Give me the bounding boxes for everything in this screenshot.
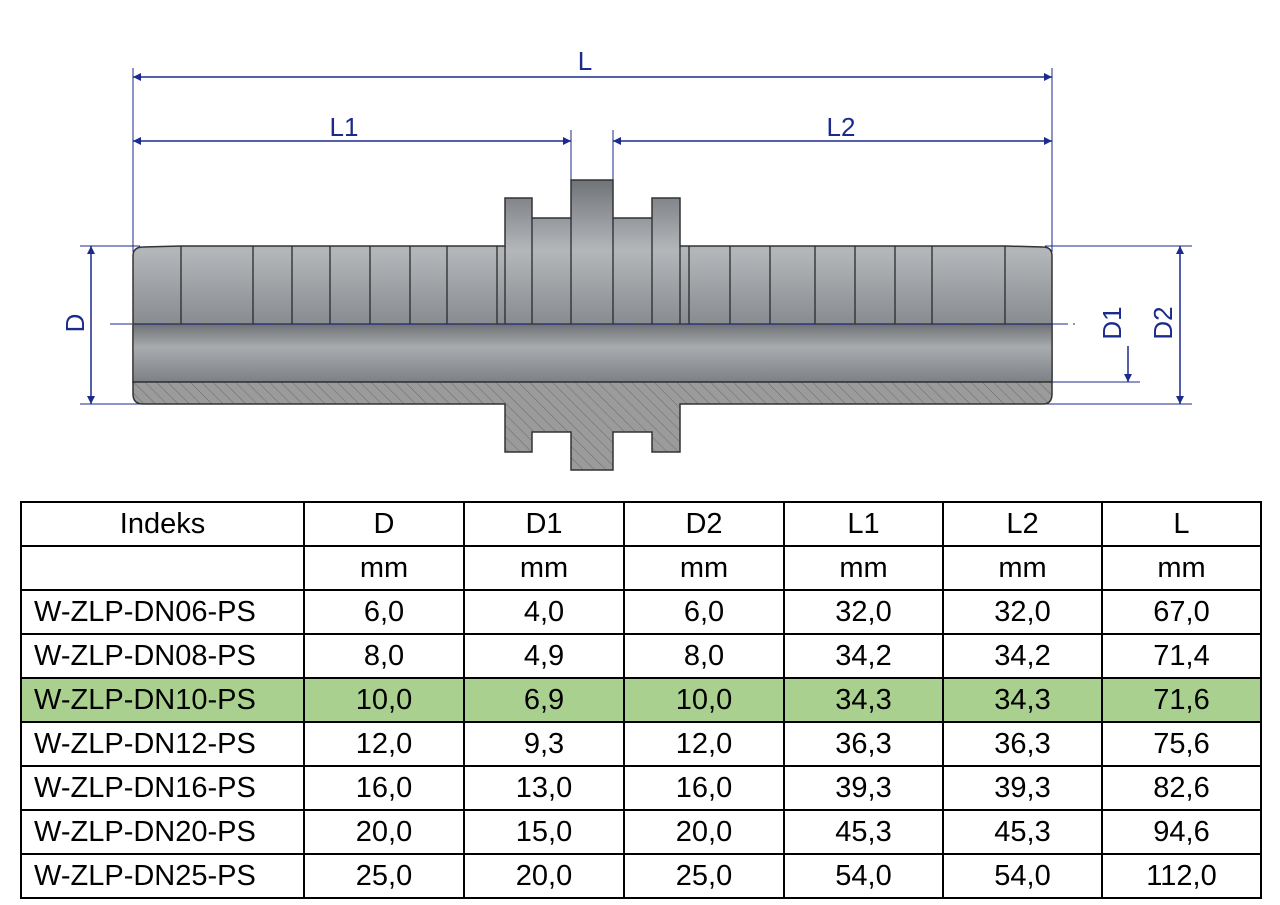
- table-header-row: Indeks D D1 D2 L1 L2 L: [20, 501, 1262, 547]
- dim-label-L: L: [578, 46, 592, 76]
- value-cell: 16,0: [303, 765, 465, 811]
- value-cell: 32,0: [942, 589, 1103, 635]
- header-cell: L1: [783, 501, 944, 547]
- dim-label-D: D: [60, 314, 90, 333]
- index-cell: W-ZLP-DN10-PS: [20, 677, 305, 723]
- value-cell: 67,0: [1101, 589, 1262, 635]
- dim-label-L1: L1: [330, 112, 359, 142]
- value-cell: 71,6: [1101, 677, 1262, 723]
- value-cell: 34,3: [942, 677, 1103, 723]
- header-cell: D1: [463, 501, 625, 547]
- dim-label-L2: L2: [827, 112, 856, 142]
- value-cell: 34,3: [783, 677, 944, 723]
- value-cell: 54,0: [942, 853, 1103, 899]
- value-cell: 20,0: [623, 809, 785, 855]
- value-cell: 8,0: [303, 633, 465, 679]
- table-row: W-ZLP-DN20-PS 20,0 15,0 20,0 45,3 45,3 9…: [20, 809, 1262, 855]
- table-row: W-ZLP-DN08-PS 8,0 4,9 8,0 34,2 34,2 71,4: [20, 633, 1262, 679]
- value-cell: 54,0: [783, 853, 944, 899]
- value-cell: 8,0: [623, 633, 785, 679]
- unit-cell: mm: [623, 545, 785, 591]
- value-cell: 112,0: [1101, 853, 1262, 899]
- table-row: W-ZLP-DN06-PS 6,0 4,0 6,0 32,0 32,0 67,0: [20, 589, 1262, 635]
- value-cell: 20,0: [463, 853, 625, 899]
- header-cell: L: [1101, 501, 1262, 547]
- table-row: W-ZLP-DN25-PS 25,0 20,0 25,0 54,0 54,0 1…: [20, 853, 1262, 899]
- spec-table: Indeks D D1 D2 L1 L2 L mm mm mm mm mm mm…: [20, 501, 1262, 899]
- value-cell: 6,9: [463, 677, 625, 723]
- unit-cell: mm: [463, 545, 625, 591]
- value-cell: 12,0: [303, 721, 465, 767]
- dim-label-D2: D2: [1148, 306, 1178, 339]
- header-cell: D: [303, 501, 465, 547]
- index-cell: W-ZLP-DN16-PS: [20, 765, 305, 811]
- unit-cell: mm: [942, 545, 1103, 591]
- header-cell: D2: [623, 501, 785, 547]
- value-cell: 4,0: [463, 589, 625, 635]
- value-cell: 12,0: [623, 721, 785, 767]
- header-cell: Indeks: [20, 501, 305, 547]
- index-cell: W-ZLP-DN20-PS: [20, 809, 305, 855]
- extension-lines: [80, 68, 1192, 405]
- value-cell: 9,3: [463, 721, 625, 767]
- index-cell: W-ZLP-DN06-PS: [20, 589, 305, 635]
- value-cell: 34,2: [783, 633, 944, 679]
- value-cell: 25,0: [303, 853, 465, 899]
- value-cell: 94,6: [1101, 809, 1262, 855]
- index-cell: W-ZLP-DN12-PS: [20, 721, 305, 767]
- dim-label-D1: D1: [1097, 306, 1127, 339]
- index-cell: W-ZLP-DN08-PS: [20, 633, 305, 679]
- table-row-highlighted: W-ZLP-DN10-PS 10,0 6,9 10,0 34,3 34,3 71…: [20, 677, 1262, 723]
- value-cell: 39,3: [783, 765, 944, 811]
- table-row: W-ZLP-DN16-PS 16,0 13,0 16,0 39,3 39,3 8…: [20, 765, 1262, 811]
- value-cell: 16,0: [623, 765, 785, 811]
- fitting-section-view: [132, 381, 1053, 471]
- unit-cell: mm: [1101, 545, 1262, 591]
- value-cell: 10,0: [303, 677, 465, 723]
- value-cell: 10,0: [623, 677, 785, 723]
- value-cell: 6,0: [623, 589, 785, 635]
- table-units-row: mm mm mm mm mm mm: [20, 545, 1262, 591]
- value-cell: 4,9: [463, 633, 625, 679]
- technical-drawing: L L1 L2 D D1 D2: [60, 46, 1192, 471]
- header-cell: L2: [942, 501, 1103, 547]
- value-cell: 75,6: [1101, 721, 1262, 767]
- table-row: W-ZLP-DN12-PS 12,0 9,3 12,0 36,3 36,3 75…: [20, 721, 1262, 767]
- unit-cell: mm: [303, 545, 465, 591]
- value-cell: 13,0: [463, 765, 625, 811]
- dimension-lines: [87, 73, 1184, 404]
- unit-cell: [20, 545, 305, 591]
- value-cell: 39,3: [942, 765, 1103, 811]
- value-cell: 15,0: [463, 809, 625, 855]
- value-cell: 36,3: [783, 721, 944, 767]
- value-cell: 82,6: [1101, 765, 1262, 811]
- value-cell: 6,0: [303, 589, 465, 635]
- fitting-external-view: [132, 179, 1053, 383]
- value-cell: 20,0: [303, 809, 465, 855]
- value-cell: 45,3: [783, 809, 944, 855]
- unit-cell: mm: [783, 545, 944, 591]
- index-cell: W-ZLP-DN25-PS: [20, 853, 305, 899]
- value-cell: 32,0: [783, 589, 944, 635]
- value-cell: 34,2: [942, 633, 1103, 679]
- value-cell: 71,4: [1101, 633, 1262, 679]
- value-cell: 36,3: [942, 721, 1103, 767]
- value-cell: 45,3: [942, 809, 1103, 855]
- value-cell: 25,0: [623, 853, 785, 899]
